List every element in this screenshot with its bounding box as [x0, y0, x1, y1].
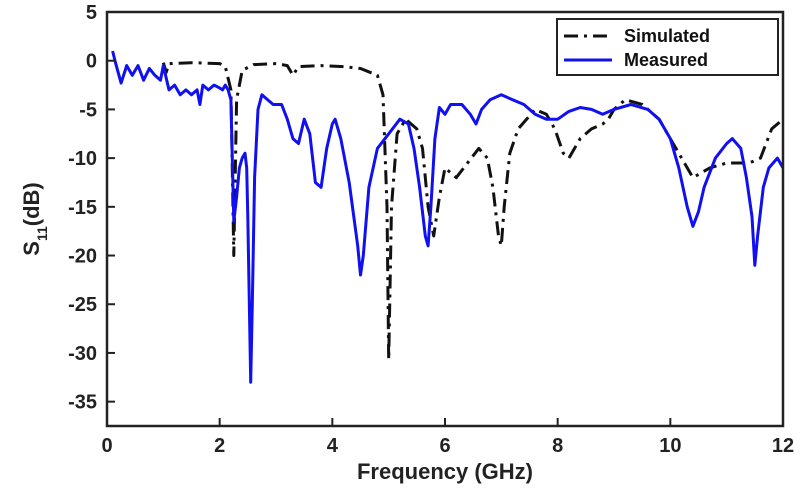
y-tick-label: -15	[68, 197, 97, 219]
series-line-measured	[111, 50, 783, 384]
y-tick-label: -35	[68, 392, 97, 414]
y-tick-label: -20	[68, 246, 97, 268]
x-axis-title: Frequency (GHz)	[357, 459, 533, 484]
y-tick-label: 0	[86, 51, 97, 73]
y-tick-label: 5	[86, 2, 97, 24]
x-tick-label: 0	[101, 435, 112, 457]
y-tick-label: -10	[68, 148, 97, 170]
x-tick-label: 6	[439, 435, 450, 457]
y-axis-title-subscript: 11	[34, 226, 50, 241]
series-layer	[111, 50, 783, 384]
y-tick-label: -25	[68, 294, 97, 316]
y-tick-label: -5	[79, 99, 97, 121]
y-axis-title-unit: (dB)	[19, 182, 44, 226]
x-axis: 0 2 4 6 8 10 12	[101, 418, 794, 457]
legend-label-measured: Measured	[624, 50, 708, 70]
y-axis-title: S11(dB)	[19, 182, 50, 255]
y-axis-title-main: S	[19, 241, 44, 256]
legend-box	[556, 18, 779, 76]
x-tick-label: 8	[552, 435, 563, 457]
legend-label-simulated: Simulated	[624, 26, 710, 46]
x-tick-label: 4	[327, 435, 339, 457]
x-tick-label: 2	[214, 435, 225, 457]
y-tick-label: -30	[68, 343, 97, 365]
x-tick-label: 10	[659, 435, 681, 457]
y-axis: 5 0 -5 -10 -15 -20 -25 -30 -35	[68, 2, 115, 414]
legend: Simulated Measured	[556, 18, 779, 76]
series-line-simulated	[161, 61, 783, 362]
x-tick-label: 12	[772, 435, 794, 457]
